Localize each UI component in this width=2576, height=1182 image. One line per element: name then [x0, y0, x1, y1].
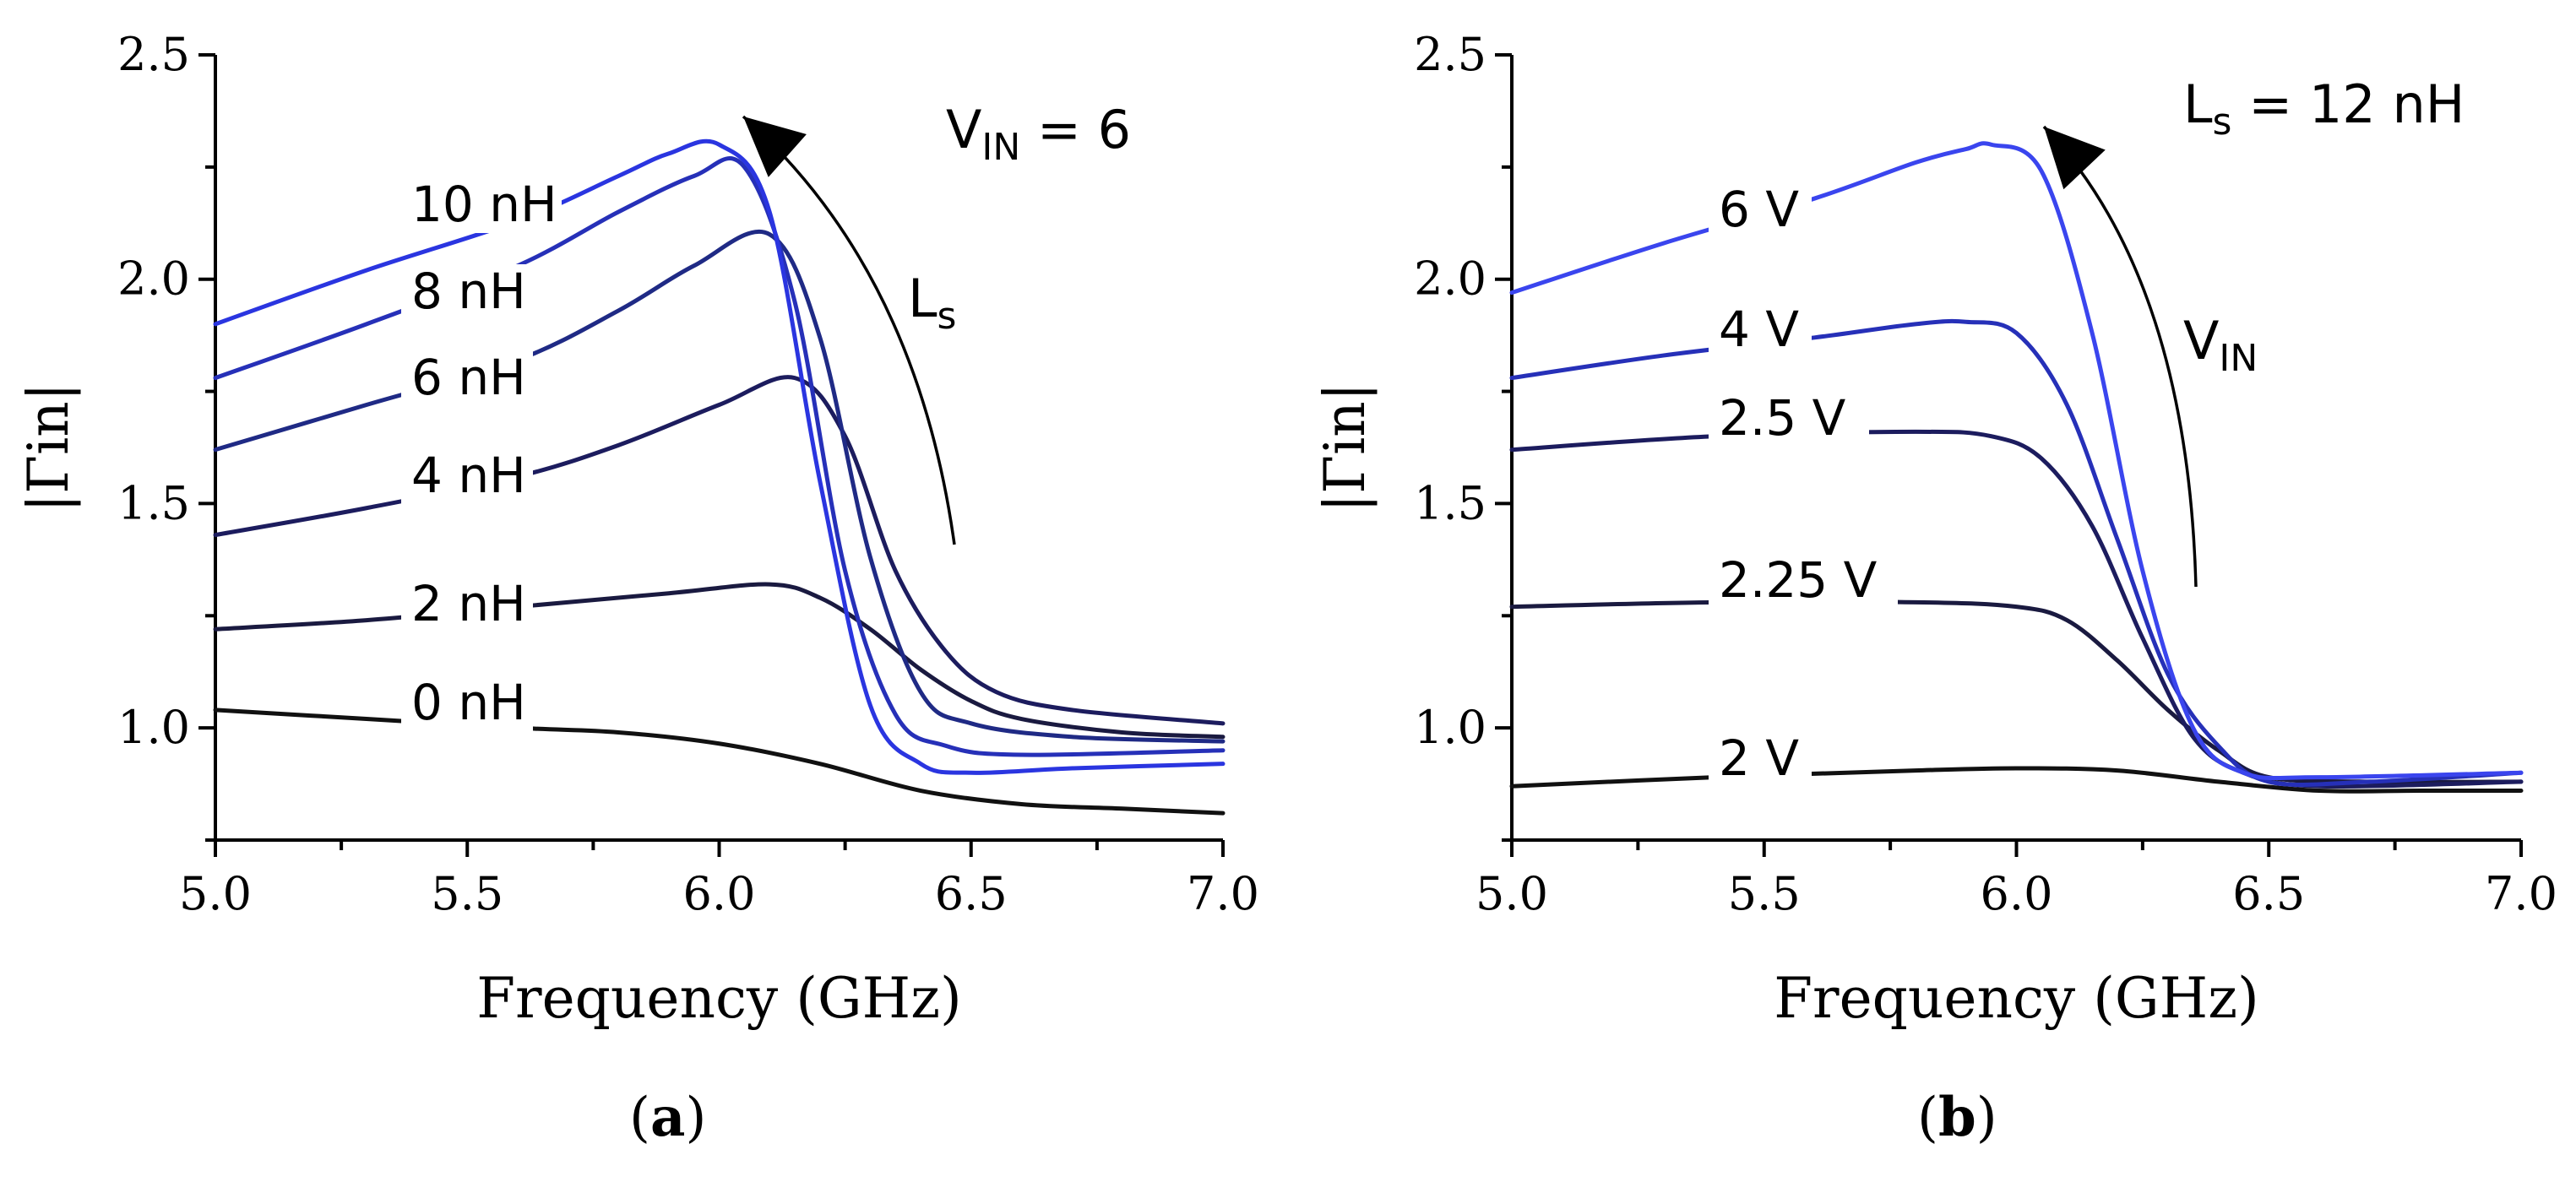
y-tick-label: 1.5 [1414, 476, 1486, 529]
series-label: 2.5 V [1719, 389, 1846, 447]
trend-arrow-label: VIN [2183, 310, 2258, 380]
series-label-bg [401, 448, 533, 504]
x-tick-label: 6.0 [683, 867, 756, 920]
series-line-2_5-V [1509, 429, 2524, 789]
x-tick-label: 5.0 [1475, 867, 1548, 920]
series-label-bg [1709, 182, 1812, 238]
x-tick-label: 6.5 [2232, 867, 2305, 920]
series-label-bg [401, 350, 533, 406]
series-label-bg [1709, 391, 1869, 447]
x-tick-label: 6.5 [935, 867, 1008, 920]
y-tick-label: 1.5 [117, 476, 190, 529]
series-label: 2.25 V [1719, 551, 1878, 609]
series-label-bg [401, 177, 562, 233]
trend-arrow [742, 115, 956, 545]
series-line-4-nH [213, 375, 1226, 726]
x-tick-label: 7.0 [1187, 867, 1259, 920]
x-tick-label: 7.0 [2485, 867, 2557, 920]
series-label: 0 nH [411, 674, 526, 731]
trend-arrowhead [2044, 127, 2106, 190]
y-tick-label: 1.0 [117, 701, 190, 754]
series-label-bg [1709, 302, 1812, 358]
y-tick-label: 2.5 [117, 28, 190, 81]
y-tick-label: 2.0 [1414, 252, 1486, 306]
series-line-10-nH [213, 138, 1226, 775]
series-label: 8 nH [411, 263, 526, 320]
x-tick-label: 5.0 [179, 867, 252, 920]
y-tick-label: 2.5 [1414, 28, 1486, 81]
series-label-bg [401, 264, 533, 320]
trend-arrow-label: Ls [908, 268, 956, 338]
series-line-6-V [1509, 141, 2524, 781]
series-label: 6 V [1719, 181, 1799, 238]
x-tick-label: 5.5 [1728, 867, 1801, 920]
panel-b: 5.0 5.5 6.0 6.5 7.0 1.0 1.5 2.0 2.5 Frequency (GH… [1312, 28, 2557, 1149]
series-label-bg [401, 675, 533, 731]
series-label: 2 V [1719, 729, 1799, 787]
x-tick-label: 5.5 [431, 867, 503, 920]
series-line-6-nH [213, 229, 1226, 744]
series-line-4-V [1509, 318, 2524, 787]
y-axis-title: |Γin| [1312, 382, 1378, 512]
panel-label: (a) [629, 1086, 706, 1149]
y-axis-title: |Γin| [16, 382, 81, 512]
condition-annotation: Ls = 12 nH [2183, 73, 2465, 144]
panel-label: (b) [1917, 1086, 1997, 1149]
series-label: 4 nH [411, 447, 526, 504]
series-label-bg [1709, 731, 1812, 787]
x-axis-title: Frequency (GHz) [476, 966, 962, 1031]
series-label: 10 nH [411, 176, 557, 233]
series-label: 6 nH [411, 349, 526, 406]
series-line-2_25-V [1509, 599, 2524, 784]
y-tick-label: 1.0 [1414, 701, 1486, 754]
condition-annotation: VIN = 6 [946, 99, 1131, 169]
series-label-bg [1709, 553, 1898, 609]
y-tick-label: 2.0 [117, 252, 190, 306]
series-label-bg [401, 577, 533, 632]
x-axis-title: Frequency (GHz) [1774, 966, 2259, 1031]
series-label: 2 nH [411, 575, 526, 632]
panel-a: 5.0 5.5 6.0 6.5 7.0 1.0 1.5 2.0 2.5 Frequency (GH… [16, 28, 1259, 1149]
trend-arrowhead [743, 117, 807, 177]
x-tick-label: 6.0 [1981, 867, 2053, 920]
trend-arrow [2042, 125, 2198, 588]
series-line-2-nH [213, 582, 1226, 740]
series-label: 4 V [1719, 301, 1799, 358]
